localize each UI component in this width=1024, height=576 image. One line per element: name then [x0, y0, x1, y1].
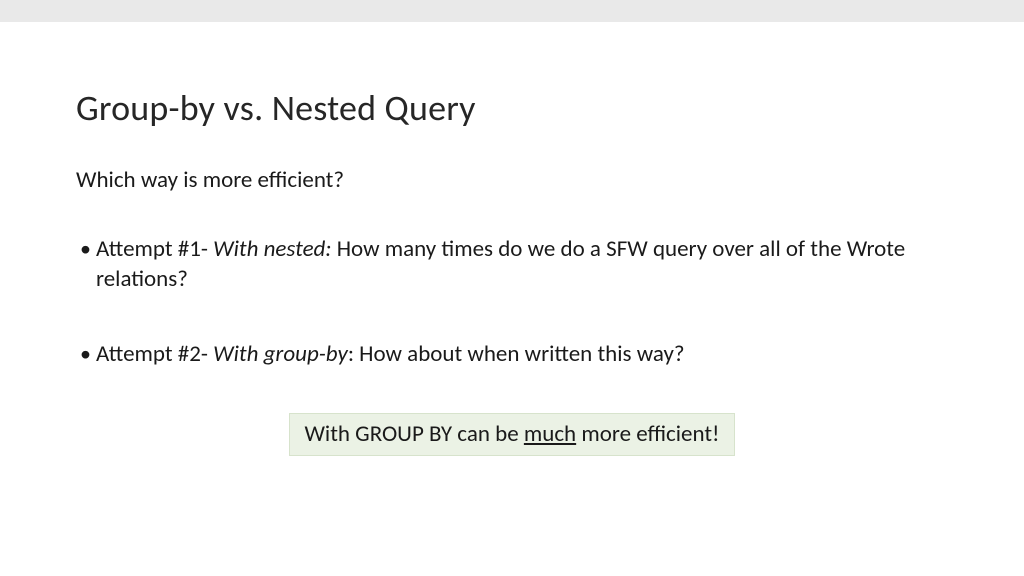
bullet-emphasis: With group-by	[213, 340, 348, 368]
top-bar	[0, 0, 1024, 22]
highlight-underline: much	[524, 420, 576, 448]
bullet-label: Attempt #2-	[96, 340, 213, 368]
bullet-rest: : How about when written this way?	[348, 340, 685, 368]
list-item: Attempt #1- With nested: How many times …	[76, 234, 948, 295]
highlight-box: With GROUP BY can be much more efficient…	[289, 413, 734, 456]
highlight-pre: With GROUP BY can be	[304, 420, 523, 448]
list-item: Attempt #2- With group-by: How about whe…	[76, 339, 948, 369]
bullet-label: Attempt #1-	[96, 235, 213, 263]
slide-subheading: Which way is more efficient?	[76, 166, 948, 194]
bullet-emphasis: With nested:	[213, 235, 331, 263]
highlight-post: more efficient!	[576, 420, 719, 448]
slide-title: Group-by vs. Nested Query	[76, 86, 948, 130]
highlight-container: With GROUP BY can be much more efficient…	[76, 413, 948, 456]
bullet-list: Attempt #1- With nested: How many times …	[76, 234, 948, 369]
slide-body: Group-by vs. Nested Query Which way is m…	[0, 22, 1024, 456]
